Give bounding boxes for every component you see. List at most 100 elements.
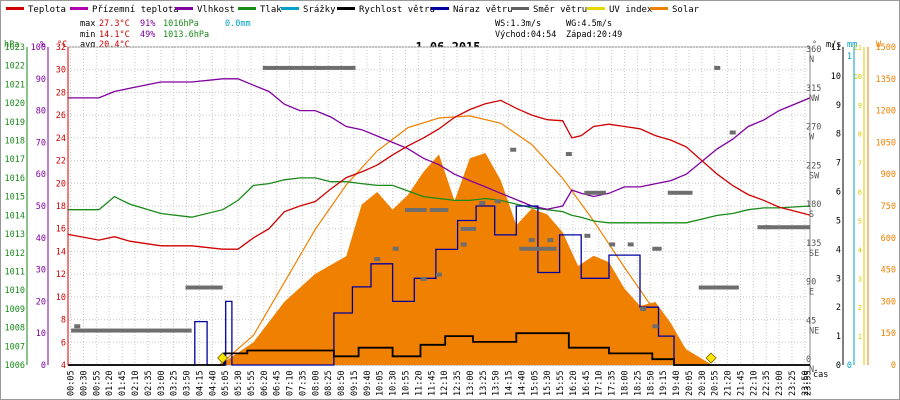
uv-axis-tick: 11: [854, 44, 862, 52]
hpa-axis-tick: 1012: [5, 249, 25, 259]
percent-axis-tick: 40: [36, 234, 46, 244]
percent-axis-tick: 0: [41, 361, 46, 371]
wind-direction-point: [460, 242, 467, 247]
time-tick: 05:05: [221, 370, 231, 396]
wind-direction-bar: [652, 246, 662, 251]
time-tick: 05:30: [234, 370, 244, 396]
time-tick: 10:05: [376, 370, 386, 396]
wind-direction-bar: [667, 190, 693, 195]
legend-swatch: [6, 7, 24, 10]
uv-axis-tick: 1: [858, 333, 862, 341]
wind-unit: m/s: [826, 40, 841, 50]
direction-degree: 90: [806, 278, 816, 288]
min-humidity: 49%: [140, 30, 155, 40]
time-tick: 08:50: [337, 370, 347, 396]
percent-axis-tick: 100: [31, 43, 46, 53]
time-tick: 13:00: [466, 370, 476, 396]
solar-axis-tick: 750: [881, 202, 896, 212]
time-tick: 02:10: [131, 370, 141, 396]
uv-axis-tick: 4: [858, 246, 862, 254]
percent-axis-tick: 90: [36, 75, 46, 85]
stats-block: max 27.3°C 91% 1016hPa 0.0mm min 14.1°C 49% 1013…: [80, 19, 622, 50]
celsius-axis-tick: 4: [61, 361, 66, 371]
hpa-axis-tick: 1017: [5, 155, 25, 165]
direction-degree: 0: [806, 355, 811, 365]
direction-degree: 225: [806, 161, 821, 171]
time-tick: 17:10: [595, 370, 605, 396]
time-axis-label: čas: [813, 369, 828, 380]
legend-label: Náraz větru: [453, 5, 513, 15]
direction-degree: 270: [806, 123, 821, 133]
wind-axis-tick: 1: [836, 332, 841, 342]
uv-axis-tick: 9: [858, 102, 862, 110]
time-tick: 07:35: [298, 370, 308, 396]
wind-direction-point: [652, 324, 659, 329]
hpa-axis-tick: 1009: [5, 305, 25, 315]
solar-axis-tick: 0: [891, 361, 896, 371]
solar-axis-tick: 150: [881, 329, 896, 339]
time-tick: 20:30: [698, 370, 708, 396]
humidity-line: [68, 78, 811, 210]
grid: [68, 46, 810, 366]
hpa-axis-tick: 1022: [5, 62, 25, 72]
solar-axis-tick: 450: [881, 266, 896, 276]
rain-unit: mm: [847, 40, 857, 50]
legend-label: Srážky: [303, 5, 336, 15]
uv-axis-tick: 5: [858, 217, 862, 225]
wind-direction-bar: [779, 225, 810, 230]
time-tick: 15:30: [543, 370, 553, 396]
direction-name: SE: [809, 249, 819, 259]
avg-label: avg: [80, 40, 95, 50]
celsius-axis-tick: 26: [56, 111, 66, 121]
hpa-axis-tick: 1010: [5, 286, 25, 296]
solar-axis-tick: 1050: [876, 138, 896, 148]
wind-direction-point: [640, 307, 647, 312]
legend-swatch: [650, 7, 668, 10]
solar-axis-tick: 900: [881, 170, 896, 180]
time-tick: 14:15: [505, 370, 515, 396]
legend-swatch: [281, 7, 299, 10]
wind-speed-info: WS:1.3m/s: [495, 19, 541, 29]
uv-markers: [217, 352, 717, 364]
time-tick: 01:20: [105, 370, 115, 396]
time-tick: 06:20: [260, 370, 270, 396]
wind-axis-tick: 11: [831, 43, 841, 53]
hpa-axis-tick: 1006: [5, 361, 25, 371]
max-pressure: 1016hPa: [163, 19, 199, 29]
time-tick: 23:50: [801, 370, 811, 396]
direction-degree: 180: [806, 200, 821, 210]
legend-label: Vlhkost: [197, 5, 235, 15]
wind-direction-bar: [698, 285, 739, 290]
time-tick: 13:25: [479, 370, 489, 396]
time-tick: 22:35: [762, 370, 772, 396]
direction-name: W: [809, 133, 815, 143]
celsius-axis-tick: 8: [61, 316, 66, 326]
celsius-axis-tick: 10: [56, 293, 66, 303]
time-tick: 21:20: [724, 370, 734, 396]
wind-direction-point: [763, 225, 770, 230]
legend-label: Tlak: [260, 5, 282, 15]
time-tick: 22:10: [749, 370, 759, 396]
time-tick: 23:25: [788, 370, 798, 396]
time-tick: 06:45: [273, 370, 283, 396]
wind-direction-bar: [71, 328, 192, 333]
celsius-axis-tick: 12: [56, 270, 66, 280]
axes: 1006100710081009101010111012101310141015…: [5, 43, 896, 396]
time-tick: 05:55: [247, 370, 257, 396]
direction-name: S: [809, 210, 814, 220]
wind-direction-point: [729, 130, 736, 135]
direction-degree: 45: [806, 316, 816, 326]
time-tick: 18:00: [621, 370, 631, 396]
celsius-unit: °C: [57, 40, 67, 50]
time-tick: 09:15: [350, 370, 360, 396]
celsius-axis-tick: 14: [56, 247, 66, 257]
direction-name: NE: [809, 326, 819, 336]
wind-axis-tick: 3: [836, 274, 841, 284]
wind-axis-tick: 4: [836, 245, 841, 255]
direction-degree: 360: [806, 45, 821, 55]
wind-direction-point: [74, 324, 81, 329]
percent-axis-tick: 10: [36, 329, 46, 339]
wind-direction-point: [494, 199, 501, 204]
time-tick: 09:40: [363, 370, 373, 396]
max-temp: 27.3°C: [99, 19, 130, 29]
